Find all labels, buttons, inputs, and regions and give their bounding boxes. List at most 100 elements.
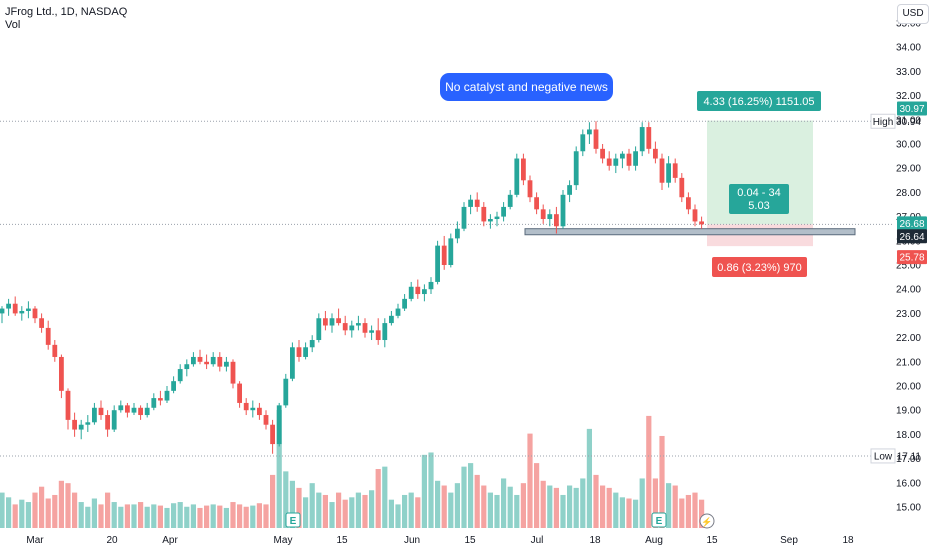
- candle-body: [362, 323, 368, 333]
- volume-bar: [250, 505, 256, 528]
- volume-bar: [685, 494, 691, 528]
- volume-bar: [633, 499, 639, 528]
- annotation-bubble[interactable]: No catalyst and negative news: [440, 73, 613, 101]
- volume-bar: [342, 499, 348, 528]
- candle-body: [52, 344, 58, 357]
- candle-body: [659, 158, 665, 183]
- risk-reward-label-line: 0.04 - 34: [737, 187, 780, 199]
- candle-body: [514, 158, 520, 195]
- volume-bar: [362, 494, 368, 528]
- volume-bar: [98, 504, 104, 528]
- volume-bar: [217, 505, 223, 528]
- candle-body: [488, 219, 493, 222]
- volume-bar: [111, 502, 117, 528]
- risk-reward-label-line: 5.03: [748, 200, 769, 212]
- volume-bar: [0, 492, 5, 528]
- currency-button[interactable]: USD: [897, 4, 929, 24]
- candle-body: [45, 327, 51, 345]
- candle-body: [560, 194, 566, 227]
- volume-bar: [329, 502, 335, 528]
- candle-body: [534, 197, 539, 210]
- volume-bar: [25, 502, 31, 528]
- candle-body: [494, 216, 500, 220]
- high-value: 30.94: [896, 117, 921, 128]
- price-tick-label: 20.00: [896, 382, 921, 393]
- price-tick-label: 22.00: [896, 333, 921, 344]
- volume-bar: [270, 474, 276, 528]
- candle-body: [39, 318, 44, 328]
- candle-body: [699, 221, 704, 225]
- candle-body: [0, 308, 5, 314]
- candle-body: [204, 361, 209, 365]
- volume-bar: [402, 494, 408, 528]
- volume-bar: [369, 490, 375, 528]
- volume-bar: [256, 503, 262, 528]
- candle-body: [131, 407, 137, 413]
- candle-body: [125, 405, 130, 413]
- volume-bar: [52, 494, 58, 528]
- candle-body: [26, 308, 31, 311]
- volume-bar: [474, 474, 480, 528]
- price-tick-label: 35.00: [896, 19, 921, 30]
- candle-body: [85, 422, 91, 425]
- volume-bar: [190, 504, 196, 528]
- candle-body: [92, 407, 97, 423]
- candle-body: [554, 214, 559, 227]
- candle-body: [382, 323, 388, 341]
- high-label: High: [873, 117, 894, 128]
- volume-bar: [428, 452, 434, 528]
- volume-bar: [336, 492, 342, 528]
- candle-body: [567, 185, 572, 195]
- candle-body: [375, 330, 381, 341]
- price-tick-label: 31.00: [896, 115, 921, 126]
- volume-bar: [223, 507, 229, 528]
- price-tick-label: 25.00: [896, 261, 921, 272]
- candle-body: [210, 356, 216, 365]
- price-tick-label: 32.00: [896, 91, 921, 102]
- candle-body: [230, 361, 236, 384]
- candle-body: [217, 356, 223, 367]
- volume-bar: [408, 492, 414, 528]
- candle-body: [672, 163, 678, 178]
- profit-label-box: [697, 91, 821, 111]
- volume-bar: [78, 502, 84, 528]
- candle-body: [666, 163, 671, 183]
- earnings-icon: [651, 512, 667, 528]
- candle-body: [441, 245, 447, 265]
- candle-body: [474, 199, 480, 207]
- time-axis-label: Aug: [645, 535, 663, 546]
- candle-body: [164, 390, 170, 401]
- volume-bar: [276, 410, 282, 528]
- volume-bar: [6, 497, 12, 528]
- low-value: 17.11: [897, 451, 922, 462]
- time-axis-label: 15: [336, 535, 348, 546]
- candle-body: [455, 228, 460, 239]
- candle-body: [19, 310, 25, 314]
- volume-bar: [553, 487, 559, 528]
- volume-bar: [355, 492, 361, 528]
- volume-bar: [131, 504, 137, 528]
- price-tick-label: 33.00: [896, 67, 921, 78]
- candle-body: [620, 153, 625, 159]
- time-axis-label: Mar: [26, 535, 44, 546]
- candle-body: [342, 323, 348, 331]
- candle-body: [606, 158, 612, 166]
- volume-bar: [606, 487, 612, 528]
- candle-body: [646, 127, 652, 149]
- candle-body: [402, 298, 407, 309]
- volume-bar: [19, 499, 25, 528]
- candle-body: [356, 323, 361, 326]
- candle-body: [290, 347, 295, 379]
- candle-body: [653, 148, 658, 159]
- volume-bar: [540, 480, 546, 528]
- volume-bar: [349, 497, 355, 528]
- volume-bar: [375, 469, 381, 528]
- candle-body: [639, 127, 645, 152]
- price-tick-label: 17.00: [896, 454, 921, 465]
- candle-body: [32, 308, 38, 319]
- volume-bar: [309, 483, 315, 528]
- time-axis-label: 20: [106, 535, 118, 546]
- candle-body: [461, 206, 467, 229]
- candle-body: [422, 289, 427, 295]
- volume-bar: [435, 480, 441, 528]
